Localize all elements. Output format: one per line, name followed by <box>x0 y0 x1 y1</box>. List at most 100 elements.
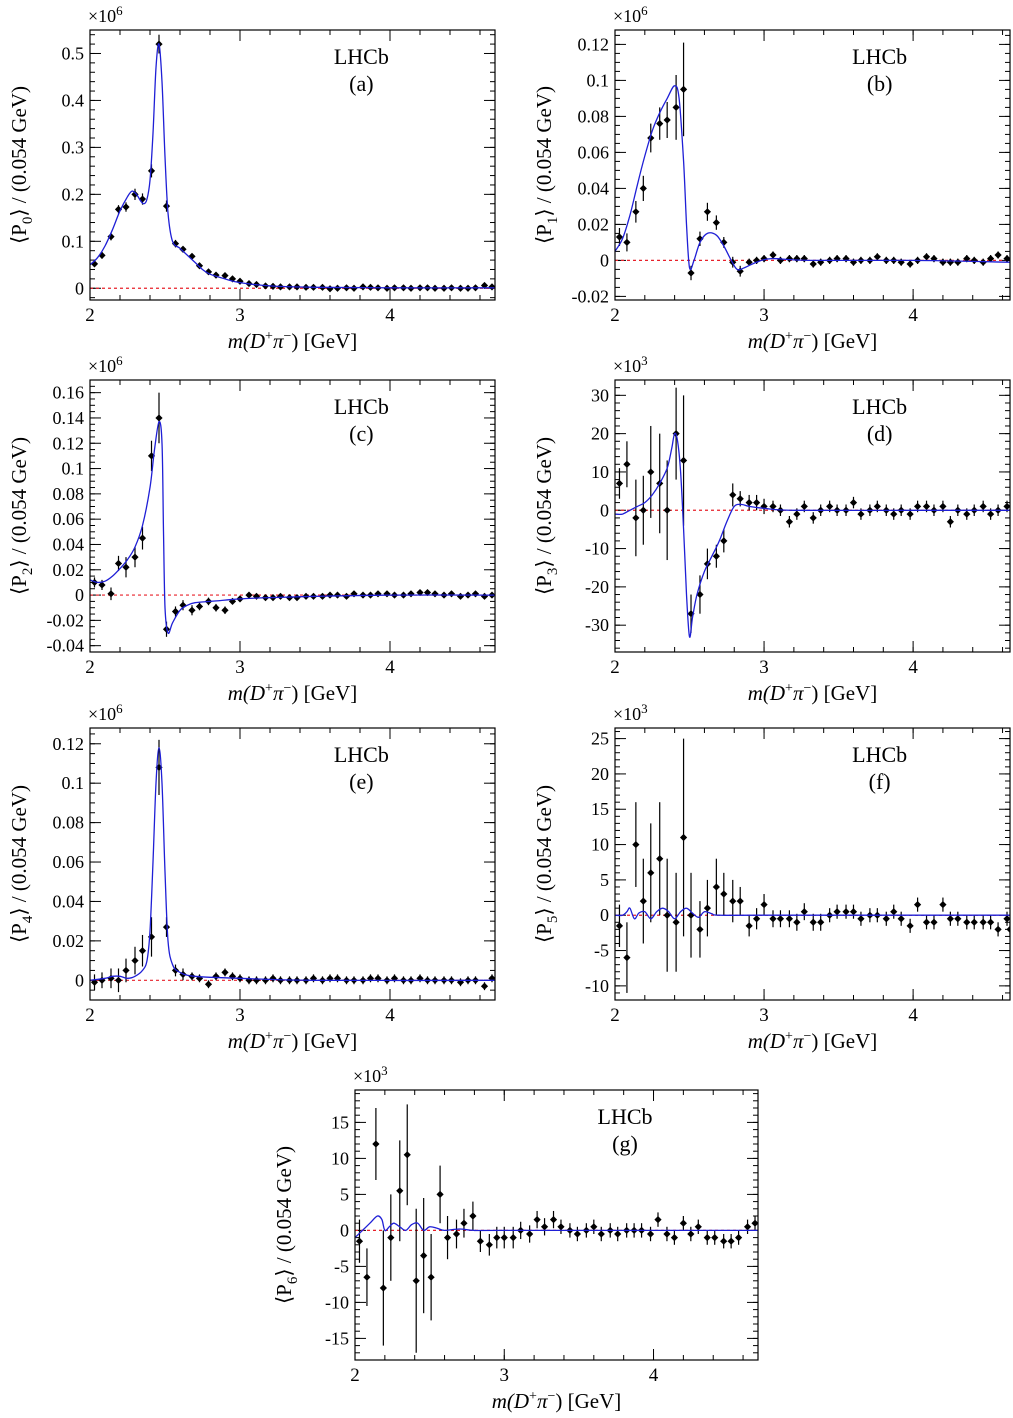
data-point <box>897 258 905 266</box>
point-marker <box>179 245 187 253</box>
point-marker <box>420 1252 428 1260</box>
plot-frame <box>614 727 1011 1001</box>
point-marker <box>423 588 432 597</box>
multiplier-base: ×10 <box>88 356 116 376</box>
point-marker <box>979 918 987 926</box>
x-title-d-charge: + <box>265 329 273 344</box>
y-title-index: 3 <box>545 568 561 576</box>
y-tick-label: -10 <box>585 539 609 559</box>
y-axis-title: ⟨P0⟩ / (0.054 GeV) <box>7 86 36 244</box>
x-axis-title: m(D+π−) [GeV] <box>748 1029 878 1053</box>
point-marker <box>963 255 971 263</box>
data-point <box>687 1226 695 1242</box>
point-marker <box>480 982 489 990</box>
fit-curve <box>615 907 1010 920</box>
point-marker <box>987 918 995 926</box>
point-marker <box>416 588 424 597</box>
point-marker <box>663 506 671 514</box>
point-marker <box>987 255 995 263</box>
y-tick-label: -5 <box>594 941 609 961</box>
data-point <box>615 904 624 948</box>
point-marker <box>114 559 123 568</box>
data-point <box>549 1210 558 1229</box>
x-tick-label: 4 <box>385 1005 395 1026</box>
data-point <box>760 255 768 263</box>
point-marker <box>817 918 825 926</box>
data-point <box>416 588 424 597</box>
y-title-suffix: ⟩ / (0.054 GeV) <box>532 86 556 217</box>
data-point <box>946 516 954 528</box>
plot-frame <box>89 29 496 301</box>
y-tick-label: 0.08 <box>578 106 610 126</box>
data-point <box>195 262 204 270</box>
point-marker <box>679 85 688 93</box>
multiplier-exponent: 3 <box>641 701 648 716</box>
x-title-pi: π <box>273 1029 284 1053</box>
data-point <box>745 915 753 937</box>
data-point <box>90 974 99 991</box>
y-title-suffix: ⟩ / (0.054 GeV) <box>532 785 556 916</box>
y-tick-label: 10 <box>591 835 609 855</box>
data-points <box>615 42 1010 281</box>
data-point <box>711 1230 719 1245</box>
y-axis-title: ⟨P1⟩ / (0.054 GeV) <box>532 86 561 244</box>
x-tick-label: 2 <box>610 657 620 678</box>
data-point <box>760 498 768 515</box>
point-marker <box>615 922 624 930</box>
y-tick-label: 0.16 <box>53 383 85 403</box>
point-marker <box>720 238 728 246</box>
point-marker <box>745 498 753 507</box>
point-marker <box>687 269 695 277</box>
data-point <box>387 1194 395 1281</box>
point-marker <box>221 968 229 977</box>
point-marker <box>452 1230 461 1238</box>
x-title-unit: ) [GeV] <box>291 1029 357 1053</box>
data-point <box>623 922 631 993</box>
point-marker <box>372 1140 380 1148</box>
point-marker <box>654 1216 662 1224</box>
data-point <box>696 575 704 614</box>
point-marker <box>922 918 931 926</box>
data-point <box>456 592 465 600</box>
multiplier-exponent: 6 <box>641 3 648 18</box>
point-marker <box>994 925 1002 933</box>
point-marker <box>540 1223 549 1231</box>
point-marker <box>557 1223 565 1231</box>
point-marker <box>597 1230 605 1238</box>
data-point <box>729 483 737 507</box>
data-point <box>849 496 858 509</box>
point-marker <box>793 255 801 263</box>
y-title-index: 5 <box>545 916 561 924</box>
point-marker <box>712 883 720 891</box>
x-tick-label: 4 <box>908 1005 918 1026</box>
data-point <box>269 974 277 983</box>
data-point <box>90 577 99 588</box>
point-marker <box>615 479 624 488</box>
x-title-d: (D <box>763 681 785 705</box>
point-marker <box>809 918 817 926</box>
data-point <box>452 1219 461 1249</box>
point-marker <box>769 915 777 923</box>
x-title-d: (D <box>763 329 785 353</box>
data-point <box>471 590 480 598</box>
data-point <box>793 255 801 263</box>
panel-label: (f) <box>869 769 891 794</box>
panel-label: (b) <box>867 71 893 96</box>
point-marker <box>188 606 196 614</box>
data-point <box>906 918 914 933</box>
multiplier-base: ×10 <box>88 704 116 724</box>
point-marker <box>632 208 640 216</box>
point-marker <box>751 1219 758 1227</box>
data-point <box>162 200 171 212</box>
x-title-pi: π <box>793 681 804 705</box>
data-point <box>350 284 358 292</box>
data-point <box>245 591 253 599</box>
data-point <box>309 974 318 983</box>
point-marker <box>760 255 768 263</box>
point-marker <box>703 904 712 912</box>
data-point <box>1003 911 1010 926</box>
point-marker <box>639 184 647 192</box>
data-point <box>204 980 213 989</box>
point-marker <box>906 922 914 930</box>
y-title-prefix: ⟨P <box>532 923 556 943</box>
